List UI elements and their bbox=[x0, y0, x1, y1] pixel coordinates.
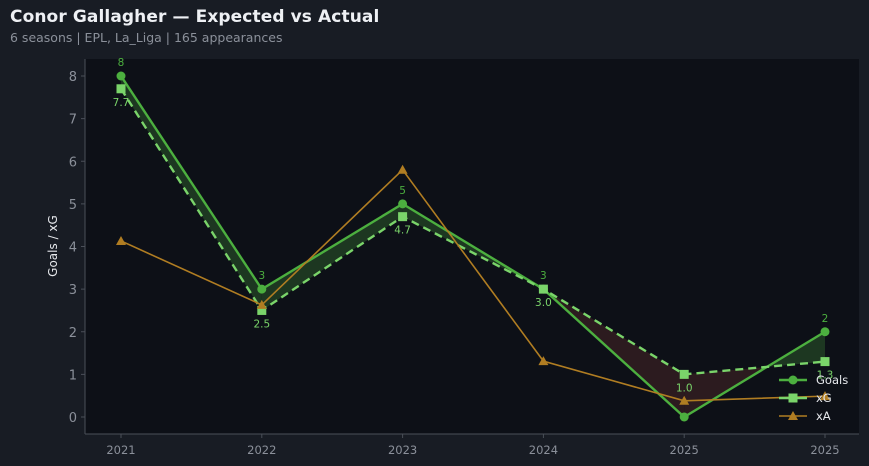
goals-line bbox=[119, 75, 826, 419]
goals-value-label: 3 bbox=[258, 270, 265, 282]
legend-label: Goals bbox=[816, 373, 848, 387]
xa-marker bbox=[397, 164, 408, 174]
xg-line bbox=[119, 88, 826, 376]
xg-value-label: 1.0 bbox=[676, 382, 693, 394]
goals-value-label: 2 bbox=[822, 313, 829, 325]
xg-marker bbox=[679, 369, 689, 379]
xg-value-label: 1.3 bbox=[817, 370, 834, 382]
xa-marker bbox=[256, 299, 267, 309]
y-tick-label: 3 bbox=[69, 283, 77, 298]
y-tick-label: 6 bbox=[69, 155, 77, 170]
goals-value-label: 5 bbox=[399, 185, 406, 197]
xg-marker bbox=[538, 284, 548, 294]
legend: Goals xG xA bbox=[779, 373, 848, 423]
x-tick-label: 2021 bbox=[106, 443, 135, 457]
goals-value-label: 3 bbox=[540, 270, 547, 282]
goals-marker bbox=[398, 199, 408, 209]
y-tick-label: 4 bbox=[69, 241, 77, 256]
y-tick-label: 2 bbox=[69, 326, 77, 341]
xa-marker bbox=[116, 235, 126, 245]
axes: 0 1 2 3 4 5 6 7 8 2021 2022 2023 2024 2025 2025 bbox=[69, 59, 859, 457]
xg-value-label: 2.5 bbox=[253, 318, 270, 330]
legend-label: xG bbox=[816, 391, 832, 405]
goals-marker bbox=[257, 284, 267, 294]
y-tick-label: 7 bbox=[69, 113, 77, 128]
y-tick-label: 0 bbox=[69, 411, 77, 426]
x-tick-label: 2025 bbox=[670, 443, 699, 457]
legend-item-xg: xG bbox=[779, 391, 832, 405]
x-tick-label: 2022 bbox=[247, 443, 276, 457]
y-tick-label: 8 bbox=[69, 70, 77, 85]
legend-label: xA bbox=[816, 409, 831, 423]
x-tick-label: 2023 bbox=[388, 443, 417, 457]
legend-item-xa: xA bbox=[779, 409, 831, 423]
xa-line bbox=[120, 168, 826, 402]
goals-value-label: 8 bbox=[118, 57, 125, 69]
xg-value-label: 7.7 bbox=[113, 97, 130, 109]
chart-subtitle: 6 seasons | EPL, La_Liga | 165 appearanc… bbox=[10, 30, 283, 45]
y-axis-label: Goals / xG bbox=[46, 215, 60, 277]
xg-marker bbox=[820, 357, 830, 367]
xa-marker bbox=[538, 356, 549, 366]
chart-title: Conor Gallagher — Expected vs Actual bbox=[10, 7, 380, 27]
xg-value-label: 4.7 bbox=[394, 225, 411, 237]
x-tick-label: 2024 bbox=[529, 443, 558, 457]
xg-marker bbox=[116, 84, 126, 94]
data-labels: 8 3 5 3 2 7.7 2.5 4.7 3.0 1.0 1.3 bbox=[113, 57, 834, 394]
series-lines bbox=[116, 71, 830, 422]
xa-marker bbox=[679, 395, 690, 405]
goals-marker bbox=[820, 327, 830, 337]
xg-value-label: 3.0 bbox=[535, 297, 552, 309]
xg-marker bbox=[257, 305, 267, 315]
goals-marker bbox=[679, 412, 689, 422]
x-tick-label: 2025 bbox=[810, 443, 839, 457]
y-tick-label: 5 bbox=[69, 198, 77, 213]
y-tick-label: 1 bbox=[69, 368, 77, 383]
goals-marker bbox=[116, 71, 126, 81]
xg-marker bbox=[398, 212, 408, 222]
xa-marker bbox=[820, 391, 830, 401]
legend-item-goals: Goals bbox=[779, 373, 848, 387]
